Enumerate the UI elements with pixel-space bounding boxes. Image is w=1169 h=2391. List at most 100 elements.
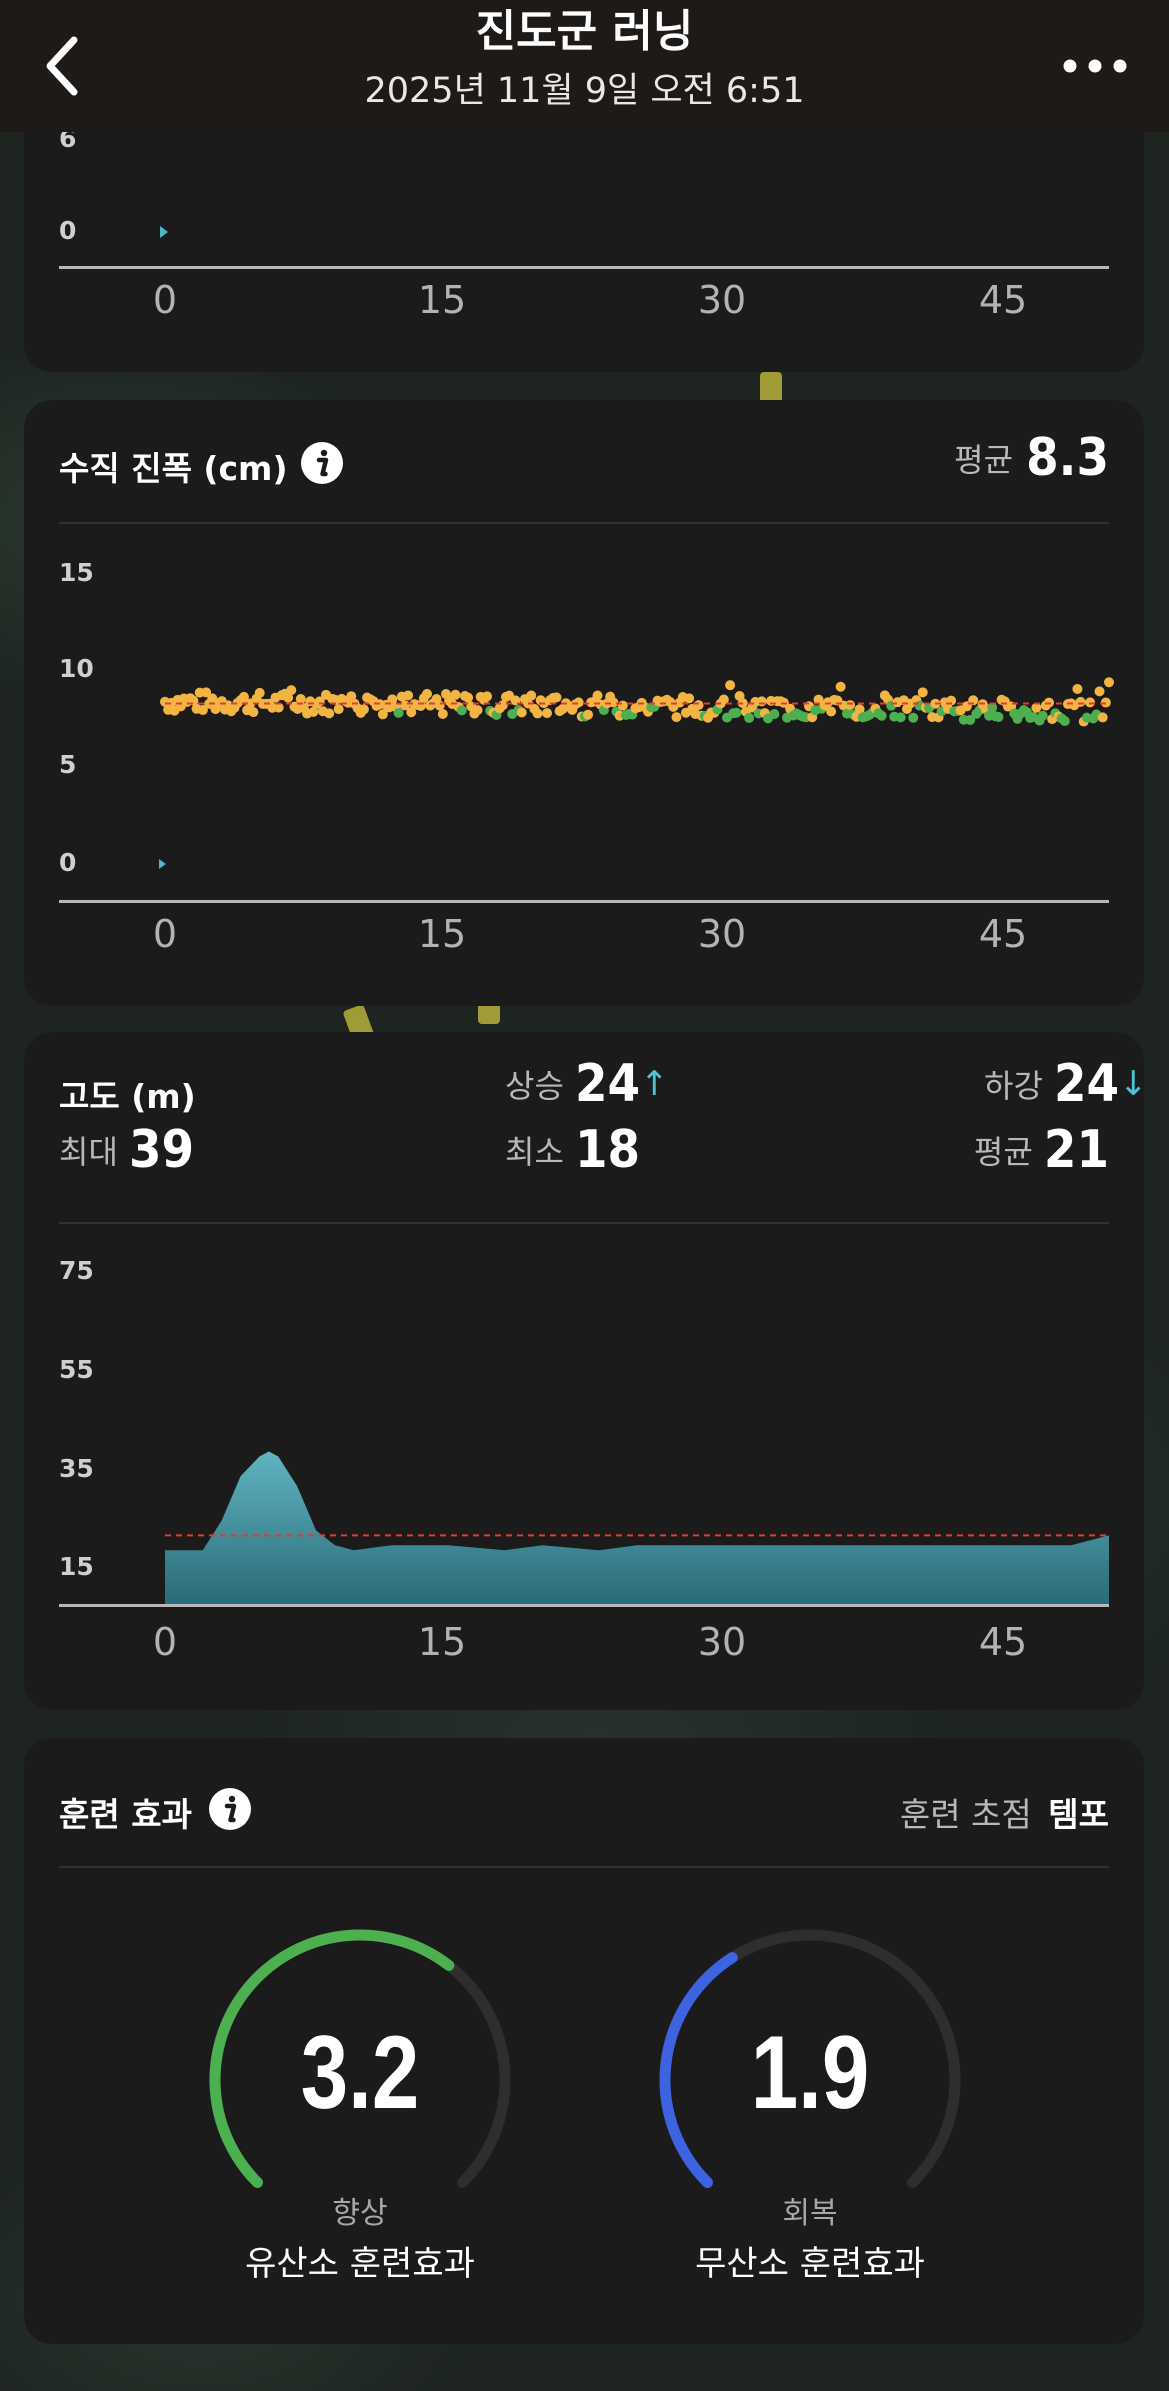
- anaerobic-value: 1.9: [750, 2015, 870, 2131]
- scatter-point: [526, 690, 537, 701]
- scatter-point: [283, 692, 294, 703]
- y-tick-label: 10: [59, 654, 94, 683]
- scatter-point: [573, 697, 584, 708]
- x-tick-label: 30: [697, 1620, 747, 1664]
- scatter-point: [201, 687, 212, 698]
- scatter-point: [1059, 716, 1070, 727]
- info-icon[interactable]: [208, 1787, 252, 1831]
- scatter-point: [1031, 702, 1042, 713]
- info-icon[interactable]: [300, 441, 344, 485]
- y-tick-label: 0: [59, 216, 77, 245]
- more-horizontal-icon: [1063, 59, 1127, 73]
- scatter-point: [965, 714, 976, 725]
- training-effect-card: 훈련 효과 훈련 초점 템포 3.2 향상 유산소 훈련효과 1.9 회복 무산…: [24, 1738, 1144, 2344]
- x-axis-line: [59, 900, 1109, 903]
- anaerobic-name: 무산소 훈련효과: [695, 2244, 925, 2284]
- card-title: 고도 (m): [59, 1077, 196, 1116]
- scatter-point: [583, 709, 594, 720]
- scatter-point: [876, 710, 887, 721]
- scatter-point: [377, 709, 388, 720]
- scatter-point: [671, 712, 682, 723]
- y-tick-label: 75: [59, 1256, 94, 1285]
- average-label: 평균: [973, 1133, 1033, 1171]
- x-tick-label: 30: [697, 278, 747, 322]
- scatter-point: [608, 697, 619, 708]
- scatter-point: [422, 688, 433, 699]
- anaerobic-gauge: [659, 1929, 961, 2189]
- vertical-oscillation-plot: [159, 677, 1114, 869]
- descent-value: 24: [1053, 1054, 1120, 1114]
- scatter-point: [238, 691, 249, 702]
- y-tick-label: 15: [59, 558, 94, 587]
- x-tick-label: 15: [417, 1620, 467, 1664]
- vertical-oscillation-card: 수직 진폭 (cm) 평균 8.3 15 10 5 0 0 15 30 45: [24, 400, 1144, 1006]
- scatter-point: [813, 694, 824, 705]
- arrow-up-icon: ↑: [640, 1064, 669, 1104]
- scatter-point: [993, 712, 1004, 723]
- scatter-point: [725, 680, 736, 691]
- scatter-point: [835, 681, 846, 692]
- anaerobic-status: 회복: [782, 2196, 838, 2231]
- scatter-point: [756, 696, 767, 707]
- scatter-point: [273, 702, 284, 713]
- scatter-point: [1094, 686, 1105, 697]
- more-options-button[interactable]: [1055, 46, 1135, 86]
- aerobic-name: 유산소 훈련효과: [245, 2244, 475, 2284]
- scatter-point: [472, 705, 483, 716]
- scatter-point: [463, 692, 474, 703]
- scatter-point: [826, 706, 837, 717]
- x-tick-label: 45: [978, 278, 1028, 322]
- scatter-point: [516, 707, 527, 718]
- scatter-point: [1075, 696, 1086, 707]
- scatter-point: [854, 704, 865, 715]
- aerobic-value: 3.2: [300, 2015, 420, 2131]
- arrow-down-icon: ↓: [1119, 1064, 1144, 1104]
- scatter-point: [456, 705, 467, 716]
- scatter-point: [406, 707, 417, 718]
- scatter-point: [744, 712, 755, 723]
- scatter-point: [286, 685, 297, 696]
- gauge-progress: [209, 1929, 455, 2189]
- scatter-point: [718, 694, 729, 705]
- average-label: 평균: [954, 441, 1014, 479]
- divider: [59, 1866, 1109, 1868]
- scatter-point: [295, 694, 306, 705]
- scatter-point: [1104, 677, 1114, 688]
- scatter-point: [393, 707, 404, 718]
- scatter-point: [895, 712, 906, 723]
- scatter-point: [358, 704, 369, 715]
- scatter-point: [592, 690, 603, 701]
- y-tick-label: 5: [59, 750, 77, 779]
- top-navigation-bar: 진도군 러닝 2025년 11월 9일 오전 6:51: [0, 0, 1169, 132]
- scatter-point: [403, 690, 414, 701]
- scatter-point: [917, 687, 928, 698]
- average-stat: 평균 21: [974, 1120, 1109, 1180]
- x-tick-label: 0: [152, 1620, 178, 1664]
- chevron-left-icon: [46, 36, 78, 96]
- ascent-stat: 상승 24↑: [505, 1054, 669, 1114]
- x-tick-label: 15: [417, 912, 467, 956]
- max-stat: 최대 39: [59, 1120, 194, 1180]
- average-summary: 평균 8.3: [954, 428, 1109, 488]
- card-title: 수직 진폭 (cm): [59, 449, 288, 488]
- back-button[interactable]: [30, 28, 100, 104]
- scatter-point: [1072, 683, 1083, 694]
- descent-stat: 하강 24↓: [984, 1054, 1144, 1114]
- scatter-point: [346, 691, 357, 702]
- divider: [59, 1222, 1109, 1224]
- ascent-value: 24: [574, 1054, 641, 1114]
- scatter-point: [308, 706, 319, 717]
- scatter-point: [254, 687, 265, 698]
- aerobic-status: 향상: [332, 2196, 388, 2231]
- x-tick-label: 0: [152, 278, 178, 322]
- page-title: 진도군 러닝: [475, 6, 694, 57]
- x-tick-label: 30: [697, 912, 747, 956]
- training-focus-value: 템포: [1048, 1795, 1109, 1834]
- x-axis-line: [59, 1604, 1109, 1607]
- scatter-point: [731, 707, 742, 718]
- scatter-point: [684, 693, 695, 704]
- average-value: 21: [1043, 1120, 1109, 1180]
- card-title: 훈련 효과: [59, 1795, 192, 1834]
- scatter-point: [617, 700, 628, 711]
- x-axis-line: [59, 266, 1109, 269]
